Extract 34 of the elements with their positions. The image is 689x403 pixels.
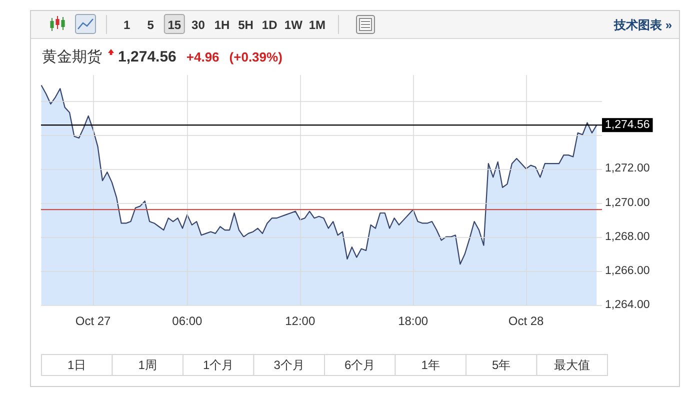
range-button: 1年 xyxy=(394,354,466,376)
interval-button-selected: 15 xyxy=(164,14,185,34)
ref-line-label: 1,274.56 xyxy=(605,119,650,132)
x-tick-label: 18:00 xyxy=(398,314,428,328)
quote: 1,274.56 xyxy=(118,48,176,66)
interval-label: 5 xyxy=(147,18,154,32)
interval-label: 30 xyxy=(192,18,205,32)
interval-label: 1W xyxy=(284,18,302,32)
range-button: 1个月 xyxy=(182,354,254,376)
range-button: 5年 xyxy=(466,354,538,376)
y-tick-label: 1,272.00 xyxy=(605,162,650,175)
y-tick-label: 1,270.00 xyxy=(605,196,650,209)
range-button: 1日 xyxy=(41,354,113,376)
interval-label: 1M xyxy=(308,18,326,32)
y-tick-label: 1,264.00 xyxy=(605,299,650,311)
quote: +4.96 xyxy=(186,50,220,64)
interval-label: 1D xyxy=(262,18,278,32)
interval-label: 1H xyxy=(214,18,230,32)
quote: (+0.39%) xyxy=(229,50,282,64)
y-tick-label: 1,268.00 xyxy=(605,230,650,243)
y-tick-label: 1,266.00 xyxy=(605,264,650,277)
x-tick-label: Oct 28 xyxy=(508,314,544,328)
range-button: 6个月 xyxy=(324,354,396,376)
link: 技术图表 » xyxy=(614,18,672,32)
x-tick-label: 06:00 xyxy=(172,314,202,328)
x-tick-label: Oct 27 xyxy=(75,314,111,328)
title: 黄金期货 xyxy=(42,48,102,66)
range-button: 3个月 xyxy=(253,354,325,376)
price-tag: 1,274.56 xyxy=(602,118,653,132)
range-button: 1周 xyxy=(112,354,184,376)
x-tick-label: 12:00 xyxy=(285,314,316,328)
interval-label: 5H xyxy=(238,18,254,32)
range-button: 最大值 xyxy=(536,354,608,376)
interval-label: 1 xyxy=(123,18,130,32)
